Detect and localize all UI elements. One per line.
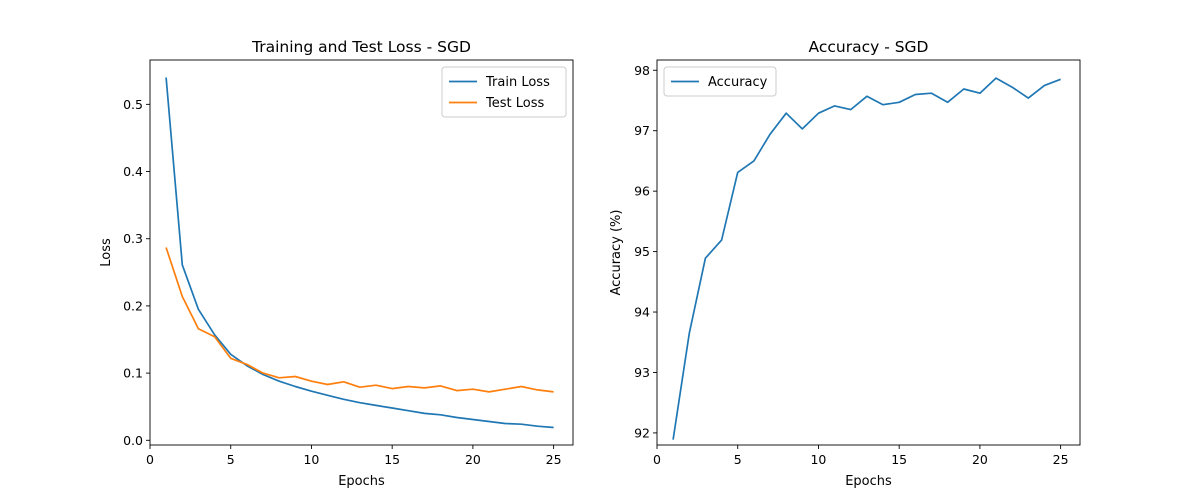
y-tick-label: 0.3 xyxy=(123,231,143,246)
x-tick-label: 10 xyxy=(810,452,826,467)
x-tick-label: 0 xyxy=(146,452,154,467)
y-tick-label: 0.0 xyxy=(123,433,143,448)
x-tick-label: 0 xyxy=(653,452,661,467)
y-tick-label: 0.2 xyxy=(123,298,143,313)
y-tick-label: 0.1 xyxy=(123,366,143,381)
x-tick-label: 20 xyxy=(465,452,481,467)
legend-label: Train Loss xyxy=(485,75,550,90)
x-tick-label: 5 xyxy=(734,452,742,467)
plot-frame xyxy=(149,59,574,446)
x-axis-label: Epochs xyxy=(338,474,385,489)
series-line-0 xyxy=(672,77,1061,440)
legend: Accuracy xyxy=(663,66,777,97)
plot-frame xyxy=(656,59,1081,446)
legend-box xyxy=(663,66,777,97)
x-tick-label: 25 xyxy=(546,452,562,467)
y-tick-label: 0.5 xyxy=(123,97,143,112)
legend-box xyxy=(441,66,567,118)
y-tick-label: 95 xyxy=(634,244,650,259)
y-tick-label: 92 xyxy=(634,425,650,440)
series-line-1 xyxy=(165,247,554,393)
y-tick-label: 93 xyxy=(634,365,650,380)
legend-label: Test Loss xyxy=(485,96,544,111)
y-tick-label: 94 xyxy=(634,305,650,320)
x-axis-label: Epochs xyxy=(845,474,892,489)
y-tick-label: 96 xyxy=(634,184,650,199)
x-tick-label: 20 xyxy=(972,452,988,467)
legend: Train Loss Test Loss xyxy=(441,66,567,118)
chart-title: Accuracy - SGD xyxy=(809,38,929,56)
chart-title: Training and Test Loss - SGD xyxy=(251,38,471,56)
x-tick-label: 15 xyxy=(384,452,400,467)
x-tick-label: 5 xyxy=(227,452,235,467)
y-tick-label: 98 xyxy=(634,63,650,78)
loss-chart: 0 5 10 15 20 25 0.0 0.1 0.2 0.3 0.4 0.5 Training and… xyxy=(99,38,574,489)
y-axis-label: Loss xyxy=(99,238,114,267)
legend-label: Accuracy xyxy=(708,75,768,90)
x-tick-label: 10 xyxy=(303,452,319,467)
y-tick-label: 97 xyxy=(634,123,650,138)
series-line-0 xyxy=(165,77,554,429)
y-axis-label: Accuracy (%) xyxy=(609,210,624,296)
x-tick-label: 15 xyxy=(891,452,907,467)
x-tick-label: 25 xyxy=(1053,452,1069,467)
accuracy-chart: 0 5 10 15 20 25 92 93 94 95 96 97 98 Accuracy - SGD Ep… xyxy=(609,38,1081,489)
y-tick-label: 0.4 xyxy=(123,164,143,179)
